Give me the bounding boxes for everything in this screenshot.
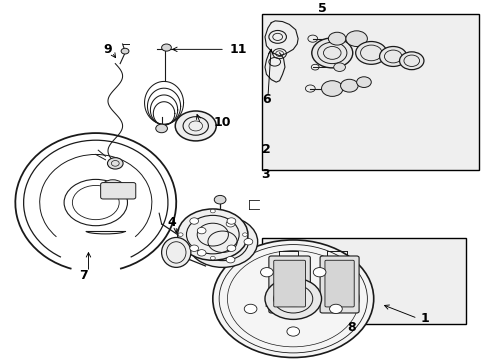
Circle shape (187, 216, 257, 267)
Ellipse shape (161, 238, 190, 267)
Circle shape (399, 52, 423, 69)
Circle shape (197, 249, 205, 256)
Circle shape (264, 278, 321, 319)
FancyBboxPatch shape (320, 256, 358, 313)
Circle shape (333, 63, 345, 71)
Circle shape (225, 221, 234, 227)
Text: 11: 11 (229, 43, 247, 56)
Circle shape (225, 256, 234, 263)
Circle shape (329, 304, 342, 314)
Text: 9: 9 (103, 43, 112, 56)
Circle shape (355, 41, 386, 64)
Text: 3: 3 (261, 167, 270, 181)
Text: 10: 10 (213, 116, 231, 129)
FancyBboxPatch shape (273, 260, 305, 307)
Circle shape (175, 111, 216, 141)
Circle shape (101, 180, 124, 197)
Circle shape (210, 256, 215, 260)
Circle shape (189, 218, 198, 224)
Circle shape (210, 209, 215, 213)
Circle shape (328, 32, 345, 45)
Circle shape (161, 44, 171, 51)
Circle shape (242, 233, 247, 237)
Circle shape (177, 209, 247, 260)
Circle shape (286, 327, 299, 336)
Circle shape (226, 245, 235, 251)
Text: 1: 1 (420, 312, 428, 325)
Text: 8: 8 (347, 321, 355, 334)
Circle shape (340, 79, 357, 92)
Bar (261, 238, 466, 324)
Circle shape (214, 195, 225, 204)
FancyBboxPatch shape (325, 260, 353, 307)
Circle shape (244, 304, 256, 314)
Circle shape (178, 233, 183, 237)
Circle shape (260, 267, 273, 277)
Bar (261, 14, 478, 171)
Text: 5: 5 (318, 2, 326, 15)
Text: 4: 4 (166, 216, 175, 229)
Circle shape (311, 38, 352, 68)
Circle shape (356, 77, 370, 87)
Circle shape (197, 228, 205, 234)
Text: 6: 6 (262, 93, 270, 106)
Circle shape (379, 46, 406, 67)
FancyBboxPatch shape (268, 256, 310, 313)
Circle shape (156, 124, 167, 133)
FancyBboxPatch shape (101, 183, 136, 199)
Circle shape (121, 48, 129, 54)
Circle shape (345, 31, 366, 46)
Circle shape (244, 239, 252, 245)
Circle shape (313, 267, 325, 277)
Circle shape (107, 158, 123, 169)
Circle shape (321, 81, 342, 96)
Circle shape (189, 245, 198, 251)
Circle shape (212, 240, 373, 357)
Circle shape (226, 218, 235, 224)
Text: 2: 2 (261, 143, 270, 156)
Text: 7: 7 (79, 269, 88, 282)
